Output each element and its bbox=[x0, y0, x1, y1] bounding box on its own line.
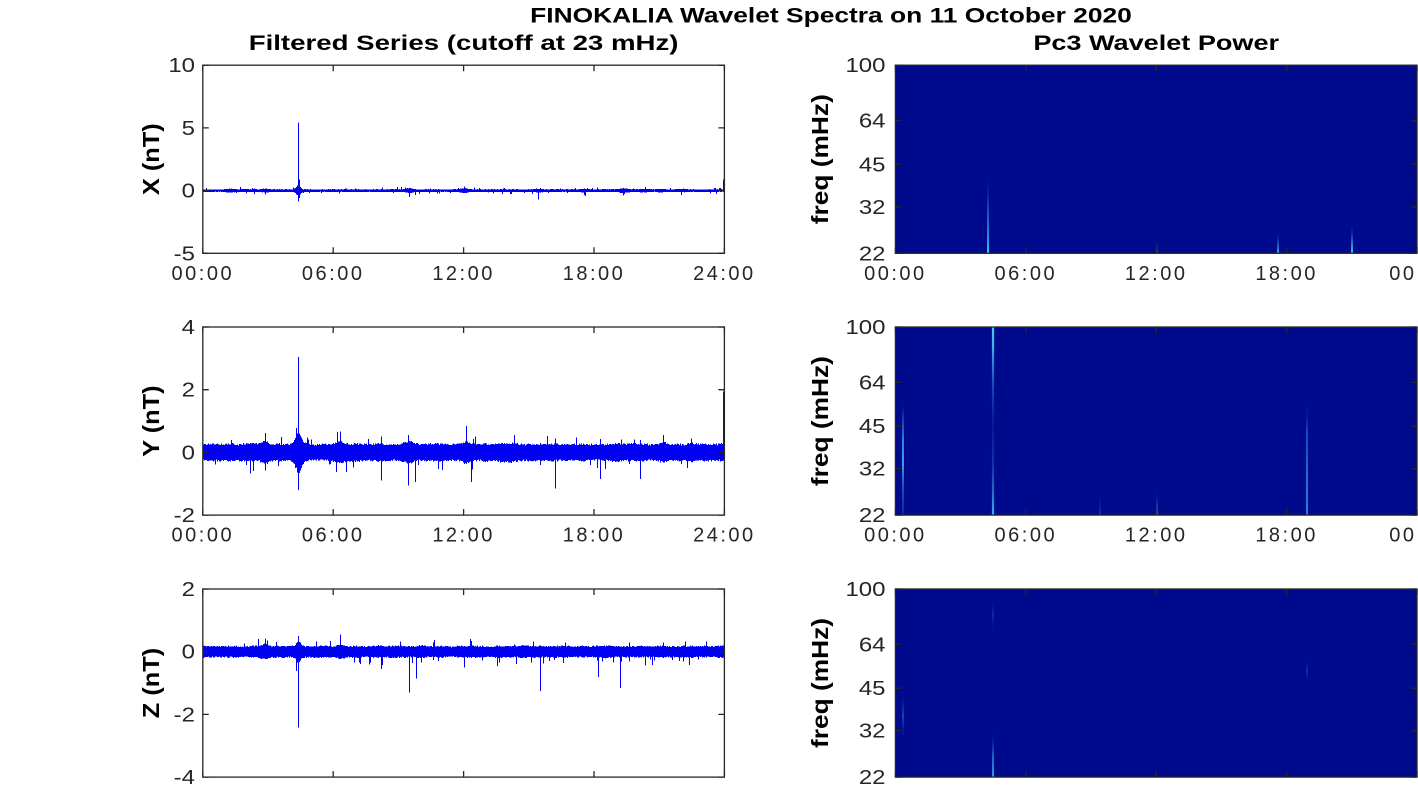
svg-text:12:00: 12:00 bbox=[1125, 525, 1188, 547]
svg-text:45: 45 bbox=[859, 415, 886, 438]
svg-text:18:00: 18:00 bbox=[563, 263, 626, 285]
svg-text:22: 22 bbox=[859, 242, 886, 265]
svg-text:100: 100 bbox=[845, 316, 885, 339]
svg-text:64: 64 bbox=[859, 109, 886, 132]
svg-text:00:00: 00:00 bbox=[172, 525, 235, 547]
svg-text:Pc3 Wavelet Power: Pc3 Wavelet Power bbox=[1033, 32, 1279, 55]
svg-text:18:00: 18:00 bbox=[1255, 263, 1318, 285]
svg-text:-2: -2 bbox=[174, 504, 195, 527]
svg-text:100: 100 bbox=[845, 578, 885, 601]
svg-text:0: 0 bbox=[182, 179, 195, 202]
svg-text:06:00: 06:00 bbox=[302, 263, 365, 285]
svg-text:22: 22 bbox=[859, 766, 886, 788]
svg-text:-5: -5 bbox=[174, 242, 195, 265]
svg-text:100: 100 bbox=[845, 54, 885, 77]
svg-text:FINOKALIA Wavelet Spectra on 1: FINOKALIA Wavelet Spectra on 11 October … bbox=[530, 4, 1132, 28]
svg-text:2: 2 bbox=[182, 379, 195, 402]
svg-text:45: 45 bbox=[859, 153, 886, 176]
svg-text:12:00: 12:00 bbox=[1125, 263, 1188, 285]
svg-text:-2: -2 bbox=[174, 703, 195, 726]
svg-text:X (nT): X (nT) bbox=[139, 123, 165, 195]
svg-text:64: 64 bbox=[859, 633, 886, 656]
svg-text:24:00: 24:00 bbox=[693, 263, 756, 285]
svg-text:Filtered Series (cutoff at 23: Filtered Series (cutoff at 23 mHz) bbox=[249, 32, 679, 55]
svg-text:Z (nT): Z (nT) bbox=[139, 648, 165, 718]
svg-text:32: 32 bbox=[859, 196, 886, 219]
svg-text:00:00: 00:00 bbox=[1389, 525, 1418, 547]
svg-text:06:00: 06:00 bbox=[995, 525, 1058, 547]
svg-text:12:00: 12:00 bbox=[432, 525, 495, 547]
svg-text:06:00: 06:00 bbox=[995, 263, 1058, 285]
svg-text:22: 22 bbox=[859, 504, 886, 527]
svg-text:64: 64 bbox=[859, 371, 886, 394]
svg-text:4: 4 bbox=[182, 316, 195, 339]
svg-text:00:00: 00:00 bbox=[1389, 263, 1418, 285]
svg-text:5: 5 bbox=[182, 117, 195, 140]
svg-text:00:00: 00:00 bbox=[864, 263, 927, 285]
svg-text:0: 0 bbox=[182, 641, 195, 664]
svg-text:2: 2 bbox=[182, 578, 195, 601]
svg-text:24:00: 24:00 bbox=[693, 525, 756, 547]
svg-text:18:00: 18:00 bbox=[563, 525, 626, 547]
svg-text:freq (mHz): freq (mHz) bbox=[807, 94, 833, 224]
svg-text:00:00: 00:00 bbox=[864, 525, 927, 547]
svg-text:12:00: 12:00 bbox=[432, 263, 495, 285]
svg-text:0: 0 bbox=[182, 441, 195, 464]
svg-text:-4: -4 bbox=[174, 766, 195, 788]
svg-text:freq (mHz): freq (mHz) bbox=[807, 618, 833, 748]
svg-text:10: 10 bbox=[168, 54, 195, 77]
svg-text:32: 32 bbox=[859, 719, 886, 742]
svg-text:18:00: 18:00 bbox=[1255, 525, 1318, 547]
svg-text:00:00: 00:00 bbox=[172, 263, 235, 285]
svg-text:06:00: 06:00 bbox=[302, 525, 365, 547]
svg-text:freq (mHz): freq (mHz) bbox=[807, 356, 833, 486]
svg-text:45: 45 bbox=[859, 677, 886, 700]
svg-text:Y (nT): Y (nT) bbox=[139, 385, 165, 456]
svg-text:32: 32 bbox=[859, 457, 886, 480]
